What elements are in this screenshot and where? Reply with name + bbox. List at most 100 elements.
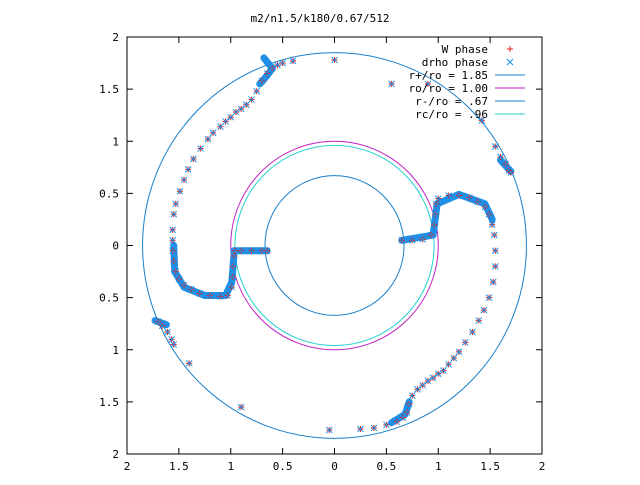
- drho-phase-point: [228, 283, 236, 291]
- legend-label: drho phase: [422, 56, 488, 69]
- drho-phase-point: [434, 370, 442, 378]
- drho-phase-point: [419, 381, 427, 389]
- drho-phase-point: [230, 252, 238, 260]
- drho-phase-point: [184, 166, 192, 173]
- y-tick-label: 1.5: [99, 83, 119, 96]
- dense-drho-segment: [170, 242, 238, 299]
- drho-phase-point: [445, 360, 452, 368]
- circle-r-0-96: [234, 144, 435, 347]
- drho-phase-point: [455, 348, 463, 356]
- drho-phase-point: [491, 143, 499, 150]
- drho-phase-point: [455, 192, 463, 199]
- drho-phase-point: [158, 322, 166, 330]
- drho-phase-point: [427, 231, 435, 239]
- drho-phase-point: [185, 359, 193, 367]
- drho-phase-point: [370, 424, 378, 432]
- drho-phase-point: [434, 195, 442, 202]
- drho-phase-point: [507, 169, 515, 176]
- drho-phase-point: [481, 203, 489, 211]
- y-tick-label: 1.5: [99, 396, 119, 409]
- circle-r-1-85: [142, 52, 527, 439]
- drho-phase-point: [229, 262, 237, 270]
- drho-phase-point: [474, 198, 482, 206]
- drho-phase-point: [170, 341, 178, 348]
- legend-label: r+/ro = 1.85: [409, 69, 488, 82]
- drho-phase-point: [408, 236, 416, 244]
- drho-phase-point: [232, 108, 240, 116]
- x-tick-label: 1.5: [480, 460, 500, 473]
- drho-phase-point: [258, 247, 266, 255]
- drho-phase-point: [475, 317, 483, 324]
- legend-label: r-/ro = .67: [415, 95, 488, 108]
- drho-phase-point: [176, 187, 184, 195]
- drho-phase-point: [405, 400, 413, 408]
- legend-marker-sample: [507, 46, 513, 52]
- drho-phase-point: [263, 70, 271, 77]
- drho-phase-point: [502, 160, 510, 168]
- drho-phase-point: [325, 426, 333, 434]
- drho-phase-point: [466, 194, 473, 201]
- drho-phase-point: [445, 192, 452, 199]
- drho-phase-point: [461, 339, 469, 346]
- x-tick-label: 0: [331, 460, 338, 473]
- drho-phase-point: [331, 56, 338, 64]
- drho-phase-point: [242, 101, 250, 109]
- drho-phase-point: [497, 153, 504, 161]
- x-tick-label: 0.5: [376, 460, 396, 473]
- drho-phase-point: [419, 235, 427, 243]
- drho-phase-point: [488, 221, 496, 229]
- drho-phase-point: [424, 80, 432, 88]
- legend-label: rc/ro = .96: [415, 108, 488, 121]
- drho-phase-point: [231, 247, 239, 255]
- drho-phase-point: [274, 61, 281, 69]
- drho-phase-point: [414, 386, 421, 393]
- drho-phase-point: [263, 247, 271, 255]
- drho-phase-point: [187, 285, 195, 293]
- drho-phase-point: [431, 210, 439, 218]
- tick-layer: 2 1.5 1 0.5 0 0.5 1 1.5 221.510.500.511.52: [99, 31, 545, 473]
- y-tick-label: 1: [112, 344, 119, 357]
- drho-phase-point: [489, 278, 497, 286]
- drho-phase-point: [172, 200, 180, 208]
- y-tick-label: 2: [112, 31, 119, 44]
- drho-phase-point: [383, 421, 390, 429]
- y-tick-label: 1: [112, 135, 119, 148]
- drho-phase-point: [224, 292, 231, 299]
- drho-phase-point: [485, 210, 493, 218]
- circle-r-0-67: [264, 175, 405, 316]
- drho-phase-point: [248, 96, 255, 103]
- drho-phase-point: [485, 294, 493, 301]
- drho-phase-point: [172, 268, 180, 275]
- drho-phase-point: [237, 105, 245, 113]
- x-tick-label: 2: [124, 460, 131, 473]
- x-tick-label: 1: [227, 460, 234, 473]
- drho-phase-point: [196, 290, 203, 297]
- drho-phase-point: [190, 155, 197, 163]
- drho-phase-point: [253, 87, 261, 95]
- drho-phase-point: [450, 354, 458, 362]
- drho-phase-point: [237, 247, 245, 255]
- drho-phase-point: [168, 335, 175, 343]
- circle-r-1: [230, 140, 439, 351]
- drho-phase-point: [175, 275, 183, 283]
- y-tick-label: 0.5: [99, 292, 119, 305]
- legend-label: W phase: [442, 43, 488, 56]
- drho-phase-point: [490, 231, 498, 239]
- drho-phase-point: [222, 118, 229, 125]
- drho-phase-point: [217, 123, 224, 131]
- legend-marker-sample: [506, 58, 514, 66]
- drho-phase-point: [248, 247, 255, 255]
- drho-phase-point: [237, 403, 245, 411]
- drho-phase-point: [180, 176, 188, 184]
- drho-phase-point: [169, 247, 177, 255]
- drho-phase-point: [217, 293, 224, 300]
- drho-phase-point: [388, 80, 395, 88]
- y-tick-label: 0.5: [99, 187, 119, 200]
- drho-phase-point: [491, 262, 499, 270]
- chart-title: m2/n1.5/k180/0.67/512: [250, 12, 389, 25]
- drho-phase-point: [432, 200, 440, 208]
- drho-phase-point: [169, 236, 177, 244]
